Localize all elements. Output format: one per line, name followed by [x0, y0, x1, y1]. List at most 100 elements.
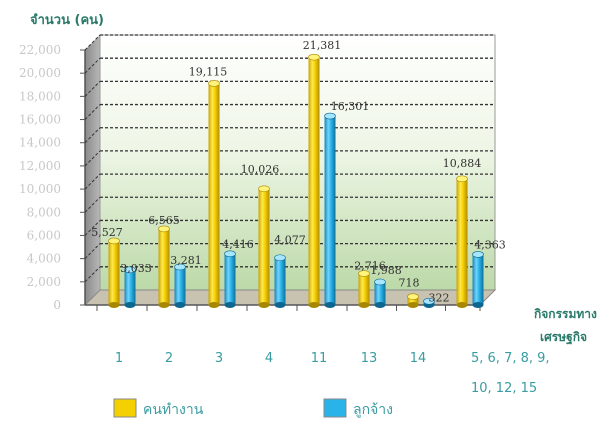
bar-body [456, 178, 468, 305]
bar-base [472, 302, 484, 308]
bar-top [174, 263, 186, 271]
y-tick-label: 20,000 [19, 66, 61, 80]
x-tick-marks [96, 305, 481, 311]
bar-base [208, 302, 220, 308]
bar-top [358, 270, 370, 277]
bar [324, 112, 336, 308]
bar-top [224, 250, 236, 258]
bar-base [324, 302, 336, 308]
bar-top [324, 112, 336, 120]
bar [374, 278, 386, 308]
x-axis-title-line1: กิจกรรมทาง [534, 307, 597, 321]
grid-line-side [84, 220, 101, 236]
bar [472, 251, 484, 308]
value-label: 4,077 [274, 234, 306, 247]
bar-top [124, 266, 136, 274]
x-axis-title-line2: เศรษฐกิจ [540, 330, 587, 345]
value-label: 19,115 [189, 65, 228, 78]
bar-base [174, 302, 186, 308]
bars [108, 53, 484, 308]
bar-top [423, 297, 435, 305]
bar [407, 293, 419, 308]
bar-body [258, 188, 270, 305]
legend-label-workers: คนทำงาน [143, 402, 204, 418]
bar-top [472, 251, 484, 258]
bar-base [124, 302, 136, 308]
y-tick-label: 10,000 [19, 182, 61, 196]
y-tick-label: 6,000 [27, 228, 61, 242]
bar-top [374, 278, 386, 286]
bar-top [158, 225, 170, 233]
grid-line-side [84, 266, 101, 283]
bar-base [258, 302, 270, 308]
legend-swatch-workers [113, 398, 137, 418]
bar [158, 225, 170, 308]
grid-line-side [84, 81, 101, 97]
category-labels: 1 2 3 4 11 13 14 [115, 351, 426, 366]
bar-top [274, 254, 286, 262]
grid-line-side [84, 150, 101, 167]
bar-body [472, 254, 484, 305]
bar [124, 266, 136, 308]
value-label: 10,026 [241, 163, 280, 176]
legend-label-employees: ลูกจ้าง [353, 402, 393, 418]
y-tick-label: 0 [53, 298, 61, 312]
bar-top [308, 53, 320, 61]
value-label: 5,527 [91, 226, 123, 239]
y-tick-label: 18,000 [19, 89, 61, 103]
value-label: 2,716 [354, 260, 386, 273]
grid-line-side [84, 104, 101, 120]
value-label: 3,033 [120, 262, 152, 275]
value-labels: 5,527 6,565 19,115 10,026 21,381 2,716 718 10,8… [91, 39, 506, 304]
value-label: 1,988 [370, 264, 402, 277]
bar-base [358, 302, 370, 308]
y-tick-label: 22,000 [19, 43, 61, 57]
category-label: 14 [410, 351, 427, 366]
y-axis-title: จำนวน (คน) [30, 12, 104, 28]
category-label: 11 [311, 351, 328, 366]
bar-base [308, 302, 320, 308]
bar-top [407, 293, 419, 300]
bar-base [274, 302, 286, 308]
value-label: 10,884 [443, 157, 482, 170]
bar-body [308, 57, 320, 305]
value-label: 6,565 [148, 214, 180, 227]
bar [174, 263, 186, 308]
value-label: 21,381 [303, 39, 342, 52]
bar-top [258, 185, 270, 193]
category-label: 1 [115, 351, 123, 366]
value-label: 3,281 [170, 254, 202, 267]
value-label: 16,301 [331, 100, 370, 113]
bar-base [224, 302, 236, 308]
bar-base [374, 302, 386, 308]
bar [224, 250, 236, 308]
grid-line-side [84, 57, 101, 74]
bar-body [407, 296, 419, 305]
bar-base [108, 302, 120, 308]
grid-line-side [84, 127, 101, 144]
legend-swatch-employees [323, 398, 347, 418]
bar-top [208, 80, 220, 87]
extra-category-note-line1: 5, 6, 7, 8, 9, [471, 351, 550, 366]
bar [208, 80, 220, 308]
category-label: 4 [265, 351, 273, 366]
category-label: 2 [165, 351, 173, 366]
value-label: 322 [429, 291, 450, 304]
bar [308, 53, 320, 308]
y-tick-label: 16,000 [19, 113, 61, 127]
bar-body [124, 269, 136, 305]
bar [258, 185, 270, 308]
category-label: 13 [361, 351, 378, 366]
bar-body [358, 273, 370, 305]
category-label: 3 [215, 351, 223, 366]
bar-top [108, 237, 120, 245]
extra-category-note-line2: 10, 12, 15 [471, 381, 537, 396]
y-tick-label: 12,000 [19, 159, 61, 173]
bar-body [274, 257, 286, 305]
bar-body [174, 266, 186, 305]
bar [423, 297, 435, 308]
grid-line-side [84, 243, 101, 259]
bar-body [324, 116, 336, 306]
